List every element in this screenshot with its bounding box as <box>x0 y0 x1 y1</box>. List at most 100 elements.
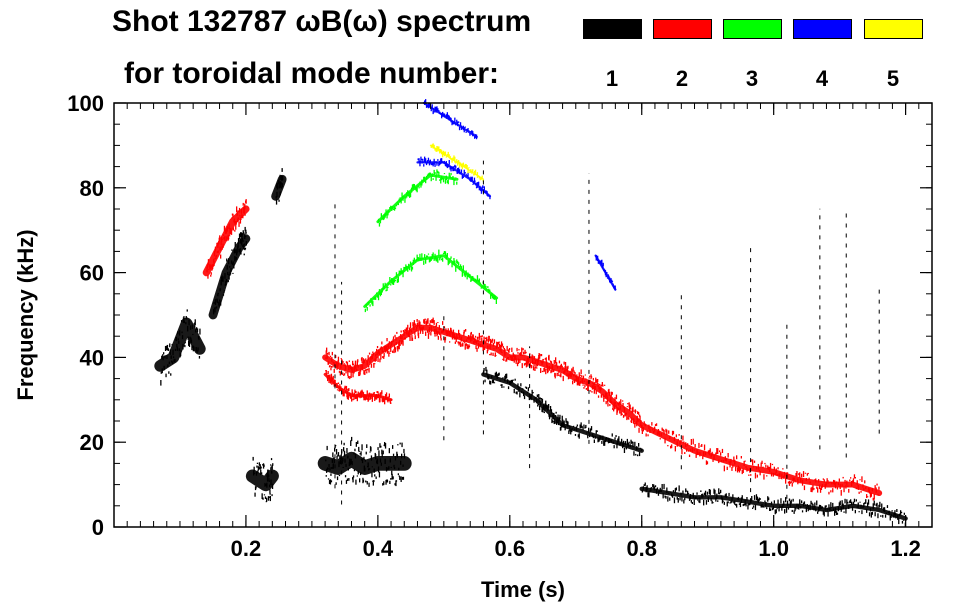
point-n=2-1-0-2 <box>326 347 328 352</box>
series-n=3 <box>363 169 499 313</box>
point-n=3-1-1-3 <box>407 190 409 197</box>
point-n=2-1-10-19 <box>466 339 468 342</box>
point-n=2-1-22-18 <box>623 407 626 413</box>
point-n=3-0-3-22 <box>464 273 466 278</box>
point-n=2-1-3-9 <box>368 352 371 355</box>
point-n=1-5-0-0 <box>483 368 485 372</box>
point-n=1-7-0-10 <box>651 487 653 489</box>
point-n=1-3-0-3 <box>276 191 278 198</box>
point-n=2-1-25-25 <box>691 447 693 453</box>
point-n=1-5-1-18 <box>526 391 529 394</box>
y-tick-label: 80 <box>80 176 104 201</box>
point-n=1-4-1-10 <box>343 447 345 452</box>
point-n=3-0-2-12 <box>428 258 431 263</box>
point-n=1-7-2-16 <box>709 489 711 496</box>
point-n=1-0-0-14 <box>166 344 169 351</box>
point-n=2-1-26-20 <box>713 455 715 460</box>
point-n=1-7-4-4 <box>751 496 753 501</box>
point-n=1-4-0-0 <box>325 459 327 462</box>
point-n=2-1-28-2 <box>749 467 751 473</box>
point-n=1-7-6-8 <box>807 505 809 512</box>
point-n=1-0-1-14 <box>180 353 182 357</box>
point-n=2-1-10-16 <box>464 344 466 350</box>
point-n=2-1-27-25 <box>744 460 746 462</box>
point-n=1-7-3-1 <box>721 497 724 504</box>
point-n=2-1-21-23 <box>613 408 615 412</box>
point-n=5-0-0-13 <box>442 150 445 155</box>
point-n=1-7-4-23 <box>769 507 771 511</box>
point-n=1-7-1-7 <box>674 488 676 493</box>
point-n=3-1-1-2 <box>406 192 408 198</box>
point-n=2-0-1-25 <box>231 217 233 219</box>
point-n=2-1-5-14 <box>397 345 399 349</box>
point-n=2-1-27-27 <box>746 467 748 472</box>
point-n=2-1-7-16 <box>425 331 427 336</box>
point-n=4-1-1-27 <box>475 134 478 140</box>
point-n=1-6-2-0 <box>615 435 617 438</box>
point-n=1-0-0-22 <box>170 355 172 359</box>
point-n=2-1-0-17 <box>333 362 335 364</box>
point-n=1-7-9-17 <box>895 513 897 519</box>
point-n=1-7-1-1 <box>669 497 671 501</box>
point-n=3-0-3-24 <box>466 275 468 280</box>
legend-swatch-n4 <box>793 19 852 39</box>
point-n=4-2-0-5 <box>599 260 601 264</box>
point-n=1-5-1-8 <box>517 383 519 388</box>
point-n=1-7-3-21 <box>740 497 742 503</box>
point-n=1-1-1-18 <box>234 242 236 247</box>
point-n=2-1-29-5 <box>778 473 780 480</box>
point-n=3-1-2-17 <box>446 180 448 184</box>
point-n=1-6-2-19 <box>633 451 635 456</box>
point-n=3-0-1-18 <box>408 263 410 269</box>
point-n=2-0-1-20 <box>229 235 231 237</box>
point-n=3-0-1-27 <box>416 254 418 261</box>
point-n=3-1-2-22 <box>451 177 453 180</box>
point-n=2-1-19-3 <box>577 381 579 385</box>
point-n=2-1-23-10 <box>633 419 635 425</box>
point-n=1-0-1-21 <box>183 316 185 322</box>
point-n=2-1-32-1 <box>853 474 856 479</box>
point-n=4-0-2-11 <box>478 181 480 186</box>
point-n=1-2-0-26 <box>264 496 267 499</box>
point-n=2-1-1-12 <box>343 373 346 376</box>
point-n=2-0-2-14 <box>239 215 241 217</box>
point-n=2-1-1-2 <box>339 368 341 371</box>
point-n=3-0-2-16 <box>432 252 434 257</box>
point-n=2-0-1-2 <box>220 241 222 246</box>
point-n=3-1-1-12 <box>415 186 417 192</box>
point-n=3-0-3-18 <box>460 266 463 269</box>
point-n=2-1-2-25 <box>363 370 365 375</box>
point-n=2-1-25-13 <box>680 439 682 443</box>
point-n=1-4-5-17 <box>399 476 401 480</box>
point-n=2-0-0-2 <box>207 274 209 279</box>
point-n=1-1-0-23 <box>223 290 226 292</box>
point-n=1-7-1-26 <box>692 492 694 498</box>
point-n=1-7-2-7 <box>701 493 703 498</box>
point-n=1-1-1-27 <box>238 233 241 240</box>
point-n=2-1-0-24 <box>336 364 338 370</box>
point-n=2-2-1-7 <box>341 391 343 395</box>
point-n=4-2-0-9 <box>601 265 604 269</box>
point-n=1-7-5-20 <box>792 498 794 502</box>
point-n=1-7-0-14 <box>654 485 657 487</box>
point-n=1-0-2-20 <box>196 327 198 331</box>
point-n=2-1-4-3 <box>379 358 381 363</box>
point-n=2-1-23-8 <box>632 406 634 413</box>
point-n=5-0-1-18 <box>474 170 476 176</box>
point-n=4-0-0-6 <box>423 164 425 167</box>
point-n=2-1-0-0 <box>325 357 327 359</box>
point-n=2-1-30-24 <box>822 478 824 480</box>
point-n=4-1-1-7 <box>457 121 459 127</box>
point-n=2-1-21-11 <box>607 402 609 407</box>
point-n=3-1-0-9 <box>386 214 388 219</box>
point-n=2-1-30-17 <box>816 486 818 489</box>
point-n=3-1-2-18 <box>447 179 449 185</box>
point-n=1-4-4-25 <box>389 458 391 463</box>
point-n=2-1-28-0 <box>747 469 749 471</box>
point-n=2-2-0-8 <box>328 375 331 380</box>
point-n=3-0-1-16 <box>406 265 408 271</box>
point-n=2-0-0-27 <box>219 235 221 241</box>
point-n=3-0-1-15 <box>405 264 407 269</box>
point-n=1-4-3-8 <box>368 482 370 487</box>
